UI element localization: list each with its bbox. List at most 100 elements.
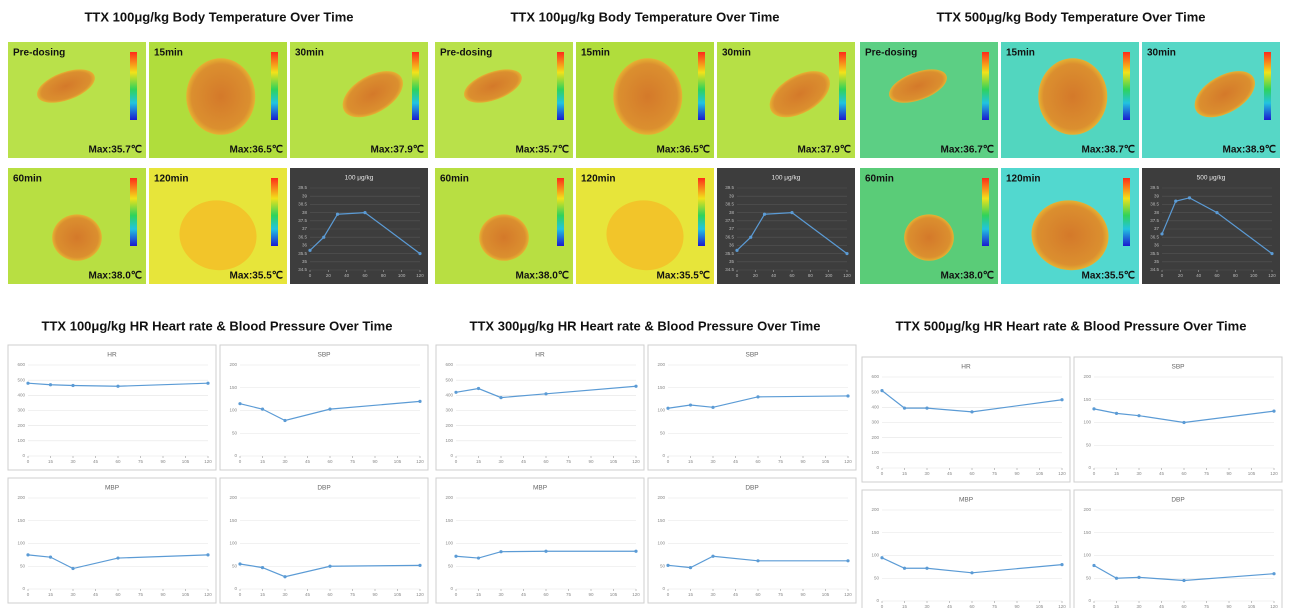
y-tick-label: 0 <box>450 586 453 591</box>
color-bar <box>412 52 419 120</box>
chart: MBP 0 50 100 150 200 0 15 30 45 60 75 90 105 120 <box>7 477 217 604</box>
chart-title: 500 μg/kg <box>1197 175 1226 182</box>
chart: 100 μg/kg 34.5 35 35.5 36 36.5 37 37.5 38 38.5 39 3… <box>290 168 428 284</box>
point <box>735 248 739 252</box>
body-blob <box>179 200 257 271</box>
x-tick-label: 30 <box>1136 604 1142 608</box>
x-tick-label: 30 <box>924 471 930 476</box>
point <box>1114 576 1119 580</box>
body-blob <box>1031 200 1109 271</box>
x-tick-label: 45 <box>947 471 953 476</box>
y-tick-label: 0 <box>876 598 879 603</box>
point <box>206 381 210 385</box>
y-tick-label: 200 <box>229 362 237 367</box>
chart-bg <box>7 477 217 604</box>
max-temp: Max:35.5℃ <box>657 271 710 282</box>
x-tick-label: 45 <box>93 459 99 464</box>
chart: DBP 0 50 100 150 200 0 15 30 45 60 75 90 105 120 <box>1073 489 1283 608</box>
x-tick-label: 75 <box>350 592 356 597</box>
x-tick-label: 45 <box>947 604 953 608</box>
x-tick-label: 105 <box>394 459 402 464</box>
x-tick-label: 120 <box>844 459 852 464</box>
x-tick-label: 60 <box>969 604 975 608</box>
x-tick-label: 0 <box>1093 604 1096 608</box>
x-tick-label: 100 <box>1250 273 1258 278</box>
x-tick-label: 15 <box>48 459 54 464</box>
color-bar <box>557 52 564 120</box>
chart-bg <box>647 477 857 604</box>
chart-title: SBP <box>1171 364 1184 371</box>
color-bar <box>698 52 705 120</box>
x-tick-label: 105 <box>182 592 190 597</box>
body-blob <box>186 58 256 135</box>
x-tick-label: 80 <box>808 273 814 278</box>
x-tick-label: 15 <box>476 592 482 597</box>
x-tick-label: 75 <box>566 592 572 597</box>
y-tick-label: 300 <box>17 408 25 413</box>
thermal-image: Pre-dosing Max:35.7℃ <box>8 42 146 158</box>
x-tick-label: 120 <box>632 459 640 464</box>
image-bg <box>860 42 998 158</box>
point <box>711 405 715 409</box>
x-tick-label: 75 <box>566 459 572 464</box>
time-label: 120min <box>1006 174 1040 185</box>
panel-title: TTX 300μg/kg HR Heart rate & Blood Press… <box>470 318 821 333</box>
x-tick-label: 90 <box>160 592 166 597</box>
time-label: 15min <box>581 48 610 59</box>
x-tick-label: 40 <box>1196 273 1202 278</box>
max-temp: Max:36.7℃ <box>941 145 994 156</box>
point <box>756 395 760 399</box>
x-tick-label: 20 <box>1178 273 1184 278</box>
y-tick-label: 0 <box>662 453 665 458</box>
chart-title: MBP <box>959 497 973 504</box>
max-temp: Max:38.9℃ <box>1223 145 1276 156</box>
point <box>666 563 670 567</box>
thermal-image: 120min Max:35.5℃ <box>576 168 714 284</box>
y-tick-label: 34.5 <box>298 267 307 272</box>
point <box>902 566 907 570</box>
point <box>749 235 753 239</box>
x-tick-label: 105 <box>822 592 830 597</box>
x-tick-label: 75 <box>1204 471 1210 476</box>
y-tick-label: 200 <box>657 362 665 367</box>
y-tick-label: 50 <box>20 563 26 568</box>
y-tick-label: 0 <box>1088 598 1091 603</box>
y-tick-label: 0 <box>22 586 25 591</box>
x-tick-label: 60 <box>115 459 121 464</box>
max-temp: Max:38.0℃ <box>941 271 994 282</box>
chart-bg <box>861 489 1071 608</box>
x-tick-label: 60 <box>1214 273 1220 278</box>
y-tick-label: 100 <box>445 438 453 443</box>
chart-title: 100 μg/kg <box>345 175 374 182</box>
color-bar <box>982 52 989 120</box>
point <box>48 383 53 387</box>
chart-bg <box>219 344 429 471</box>
point <box>846 559 850 563</box>
y-tick-label: 100 <box>871 450 879 455</box>
thermal-image: 30min Max:38.9℃ <box>1142 42 1280 158</box>
y-tick-label: 500 <box>871 389 879 394</box>
point <box>499 396 503 400</box>
point <box>308 248 312 252</box>
y-tick-label: 300 <box>445 408 453 413</box>
y-tick-label: 38.5 <box>1150 202 1159 207</box>
y-tick-label: 38.5 <box>298 202 307 207</box>
point <box>845 252 849 256</box>
x-tick-label: 30 <box>498 592 504 597</box>
x-tick-label: 60 <box>755 592 761 597</box>
point <box>206 553 210 557</box>
y-tick-label: 0 <box>234 586 237 591</box>
body-blob <box>479 214 529 261</box>
x-tick-label: 30 <box>70 592 76 597</box>
y-tick-label: 37.5 <box>725 218 734 223</box>
y-tick-label: 50 <box>660 563 666 568</box>
y-tick-label: 200 <box>871 507 879 512</box>
chart-bg <box>647 344 857 471</box>
x-tick-label: 45 <box>305 459 311 464</box>
point <box>1114 411 1119 415</box>
x-tick-label: 40 <box>771 273 777 278</box>
point <box>238 402 242 406</box>
point <box>328 564 332 568</box>
y-tick-label: 38.5 <box>725 202 734 207</box>
